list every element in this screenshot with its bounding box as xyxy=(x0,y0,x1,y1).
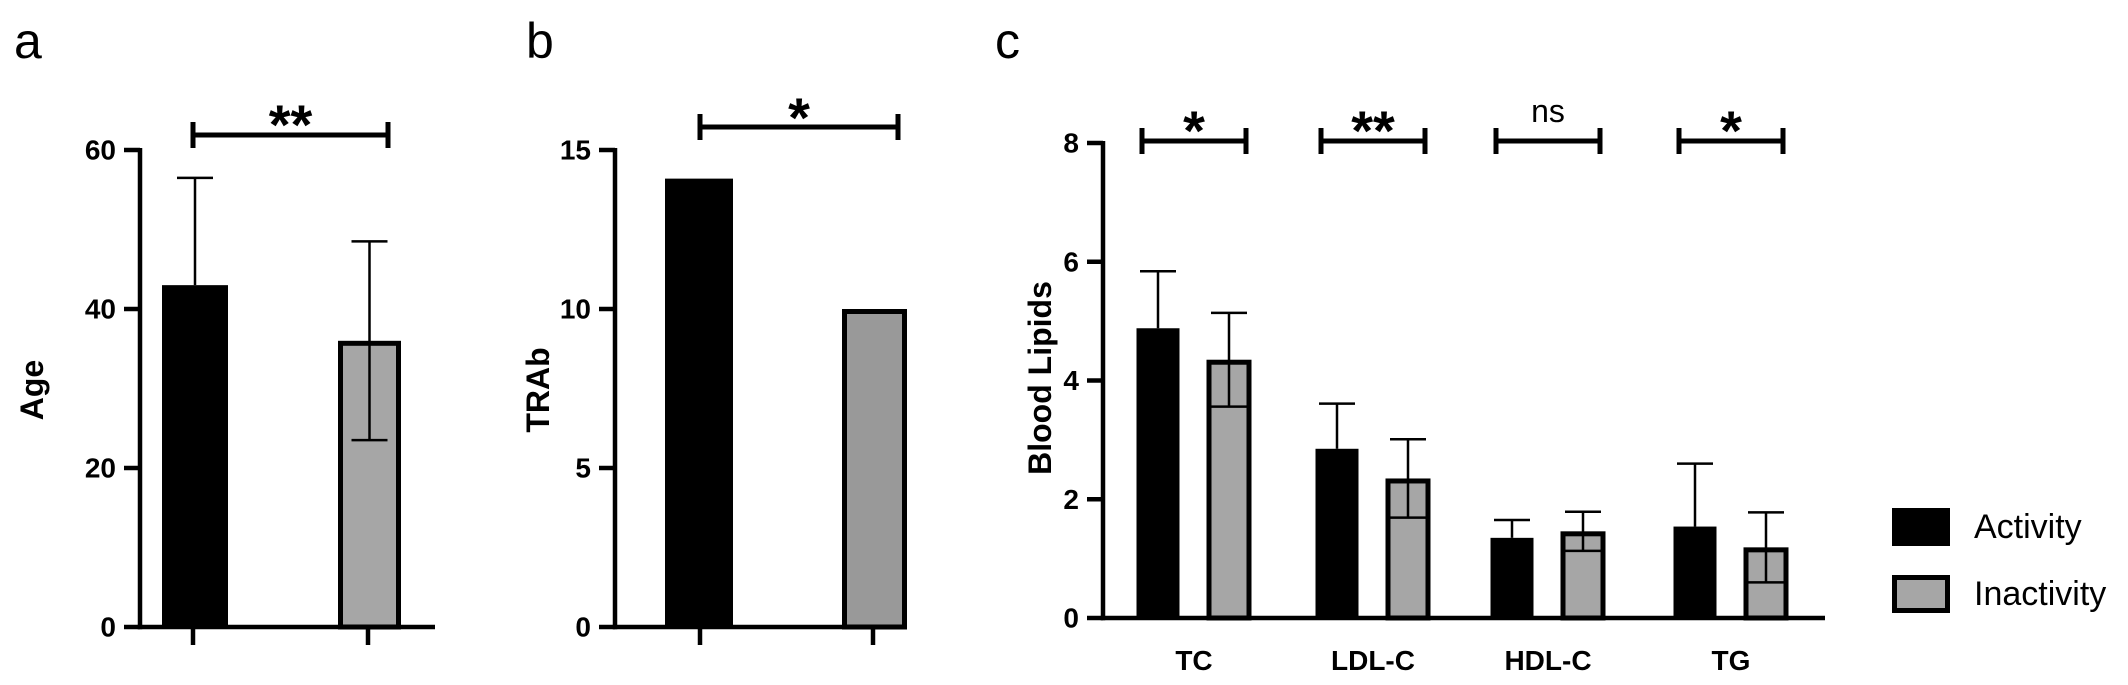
panel-letter: b xyxy=(526,13,554,69)
y-axis-label: Age xyxy=(14,360,50,420)
panel-a: a Age 0 20 40 60 ** xyxy=(14,13,435,645)
x-tick-label: LDL-C xyxy=(1331,645,1415,676)
significance-label: ** xyxy=(269,93,313,156)
significance-label: * xyxy=(1183,99,1205,162)
legend-label: Inactivity xyxy=(1974,575,2106,613)
x-tick-label: TC xyxy=(1175,645,1212,676)
bar-inactivity xyxy=(1206,359,1252,621)
y-tick-label: 2 xyxy=(1063,484,1079,515)
y-axis-label: TRAb xyxy=(520,347,556,432)
legend: Activity Inactivity xyxy=(1892,508,2106,613)
legend-swatch-inactivity xyxy=(1892,575,1950,613)
bar-inactivity xyxy=(842,309,907,630)
legend-label: Activity xyxy=(1974,508,2082,546)
y-tick-label: 0 xyxy=(575,612,591,643)
y-tick-label: 15 xyxy=(560,135,591,166)
y-tick-label: 0 xyxy=(100,612,116,643)
y-tick-label: 60 xyxy=(85,135,116,166)
y-tick-label: 20 xyxy=(85,453,116,484)
panel-letter: a xyxy=(14,13,42,69)
bar-activity xyxy=(1673,526,1717,618)
y-tick-label: 4 xyxy=(1063,365,1079,396)
legend-swatch-activity xyxy=(1892,508,1950,546)
panel-c: c Blood Lipids 0 2 4 6 8 TC * LDL-C ** HDL-C ns TG * Ac… xyxy=(995,13,2106,676)
significance-label: * xyxy=(1720,99,1742,162)
y-tick-label: 6 xyxy=(1063,246,1079,277)
y-tick-label: 5 xyxy=(575,453,591,484)
y-tick-label: 8 xyxy=(1063,128,1079,159)
significance-label: ** xyxy=(1351,99,1395,162)
y-tick-label: 0 xyxy=(1063,603,1079,634)
panel-b: b TRAb 0 5 10 15 * xyxy=(520,13,907,645)
y-tick-label: 10 xyxy=(560,294,591,325)
bar-activity xyxy=(1315,448,1359,618)
y-axis-label: Blood Lipids xyxy=(1022,281,1058,475)
panel-letter: c xyxy=(995,13,1020,69)
bar-activity xyxy=(1136,328,1180,618)
significance-label: ns xyxy=(1531,93,1565,129)
bar-activity xyxy=(1490,537,1534,618)
x-tick-label: HDL-C xyxy=(1504,645,1591,676)
x-tick-label: TG xyxy=(1712,645,1751,676)
bar-activity xyxy=(162,285,228,627)
bar-activity xyxy=(665,178,733,627)
significance-label: * xyxy=(788,86,810,149)
y-tick-label: 40 xyxy=(85,294,116,325)
